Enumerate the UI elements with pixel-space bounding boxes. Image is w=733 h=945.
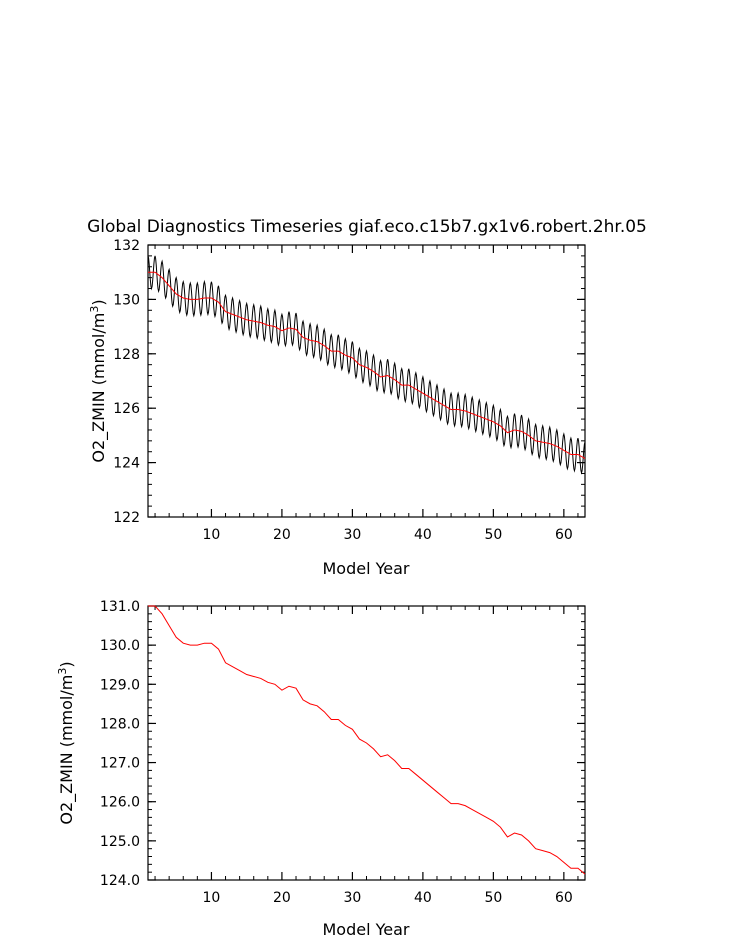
x-tick-label: 20 [273,890,291,906]
y-tick-label: 122 [113,510,140,526]
y-tick-label: 124.0 [100,873,140,889]
y-tick-label: 130 [113,292,140,308]
y-tick-label: 125.0 [100,834,140,850]
x-tick-label: 10 [203,890,221,906]
y-tick-label: 124 [113,456,140,472]
chart-title: Global Diagnostics Timeseries giaf.eco.c… [87,217,647,237]
x-tick-label: 60 [555,527,573,543]
y-tick-label: 129.0 [100,677,140,693]
x-tick-label: 10 [203,527,221,543]
bottom-panel: 10 20 30 40 50 60 124.0 125.0 126.0 127.0 128.0 129… [56,599,586,939]
top-panel: Global Diagnostics Timeseries giaf.eco.c… [87,217,647,578]
y-axis-label: O2_ZMIN (mmol/m3) [56,661,77,824]
monthly-series-line [147,255,586,475]
y-tick-label: 126 [113,401,140,417]
x-tick-label: 40 [414,527,432,543]
x-tick-label: 60 [555,890,573,906]
y-tick-label: 127.0 [100,756,140,772]
plot-frame [147,244,586,518]
y-tick-label: 128 [113,347,140,363]
x-axis-label: Model Year [323,559,410,578]
y-tick-label: 130.0 [100,638,140,654]
annual-mean-series-line [148,605,586,875]
ticks [148,244,585,518]
x-tick-label: 40 [414,890,432,906]
y-tick-label: 132 [113,238,140,254]
y-tick-label: 128.0 [100,716,140,732]
x-tick-label: 30 [343,890,361,906]
x-tick-label: 50 [484,527,502,543]
y-tick-label: 131.0 [100,599,140,615]
tick-labels: 10 20 30 40 50 60 124.0 125.0 126.0 127.0 128.0 129… [100,599,573,906]
tick-labels: 10 20 30 40 50 60 122 124 126 128 130 132 [113,238,573,543]
annual-mean-series-line [148,271,586,459]
y-axis-label: O2_ZMIN (mmol/m3) [88,299,109,462]
x-tick-label: 30 [343,527,361,543]
x-tick-label: 50 [484,890,502,906]
x-axis-label: Model Year [323,920,410,939]
y-tick-label: 126.0 [100,795,140,811]
x-tick-label: 20 [273,527,291,543]
